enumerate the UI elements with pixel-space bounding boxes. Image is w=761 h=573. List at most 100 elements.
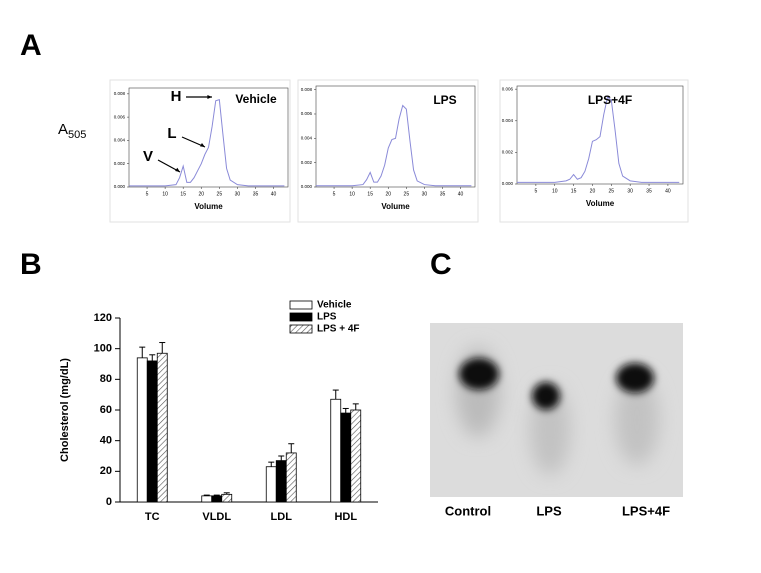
arrow-head	[175, 167, 180, 172]
x-tick-label: 10	[349, 191, 355, 197]
x-tick-label: 5	[534, 188, 537, 194]
legend-swatch	[289, 300, 313, 310]
x-tick-label: 20	[198, 191, 204, 197]
y-tick-label: 120	[94, 312, 112, 324]
bar	[330, 398, 342, 503]
x-tick-label: VLDL	[202, 511, 231, 523]
y-tick-label: 0.002	[114, 161, 126, 166]
data-line	[129, 98, 285, 187]
x-axis-label: Volume	[586, 199, 615, 208]
x-tick-label: 35	[253, 191, 259, 197]
panel-label: A	[20, 29, 42, 62]
y-tick-label: 80	[100, 373, 112, 385]
smear	[615, 375, 659, 465]
annotation: H	[171, 88, 182, 105]
legend-label: Vehicle	[317, 300, 352, 311]
bar	[285, 452, 297, 503]
x-tick-label: 30	[627, 188, 633, 194]
y-tick-label: 0.008	[114, 91, 126, 96]
bar	[350, 409, 362, 503]
x-tick-label: 25	[609, 188, 615, 194]
x-tick-label: 5	[146, 191, 149, 197]
bar	[221, 493, 233, 503]
x-tick-label: 40	[665, 188, 671, 194]
x-tick-label: 35	[646, 188, 652, 194]
band	[459, 358, 499, 390]
legend-swatch	[289, 312, 313, 322]
bar	[201, 495, 213, 503]
x-tick-label: 25	[404, 191, 410, 197]
data-line	[517, 96, 680, 183]
y-tick-label: 0.000	[114, 184, 126, 189]
chart-title: LPS+4F	[588, 93, 632, 107]
x-tick-label: 30	[422, 191, 428, 197]
panel-frame	[109, 79, 291, 223]
annotation: V	[143, 148, 153, 165]
bar	[136, 357, 148, 503]
x-tick-label: 15	[571, 188, 577, 194]
panel-label: C	[430, 248, 452, 281]
y-tick-label: 0.000	[502, 181, 514, 186]
y-axis-label: Cholesterol (mg/dL)	[59, 358, 71, 462]
x-tick-label: LDL	[271, 511, 293, 523]
band	[616, 363, 654, 393]
y-tick-label: 60	[100, 404, 112, 416]
y-tick-label: 20	[100, 465, 112, 477]
y-axis-label: A505	[58, 121, 86, 141]
y-axis-label-main: A	[58, 121, 68, 138]
x-tick-label: 10	[552, 188, 558, 194]
x-axis-label: Volume	[194, 202, 223, 211]
bar	[275, 460, 287, 503]
legend-label: LPS + 4F	[317, 324, 360, 335]
panel-frame	[297, 79, 479, 223]
lane-label: LPS+4F	[622, 503, 670, 518]
annotation: L	[167, 125, 176, 142]
y-tick-label: 0.004	[502, 118, 514, 123]
x-tick-label: TC	[145, 511, 160, 523]
legend-label: LPS	[317, 312, 337, 323]
y-tick-label: 0	[106, 496, 112, 508]
x-tick-label: 40	[271, 191, 277, 197]
arrow-head	[200, 143, 205, 147]
plot-frame	[315, 85, 476, 188]
x-tick-label: 15	[367, 191, 373, 197]
arrow-head	[207, 95, 212, 99]
x-tick-label: 20	[590, 188, 596, 194]
data-line	[316, 104, 472, 187]
y-tick-label: 0.006	[301, 111, 313, 116]
chart-title: LPS	[433, 93, 456, 107]
y-tick-label: 0.006	[114, 114, 126, 119]
x-axis-label: Volume	[381, 202, 410, 211]
panel-frame	[499, 79, 689, 223]
x-tick-label: 10	[162, 191, 168, 197]
x-tick-label: 35	[440, 191, 446, 197]
x-tick-label: HDL	[334, 511, 357, 523]
x-tick-label: 25	[217, 191, 223, 197]
panel-label: B	[20, 248, 42, 281]
plot-frame	[516, 85, 684, 185]
plot-frame	[128, 87, 289, 188]
x-tick-label: 20	[385, 191, 391, 197]
band	[532, 382, 560, 410]
y-tick-label: 0.000	[301, 184, 313, 189]
y-tick-label: 0.008	[301, 87, 313, 92]
y-tick-label: 40	[100, 435, 112, 447]
y-tick-label: 0.002	[502, 150, 514, 155]
x-tick-label: 5	[333, 191, 336, 197]
bar	[211, 495, 223, 503]
legend-swatch	[289, 324, 313, 334]
x-tick-label: 40	[458, 191, 464, 197]
y-tick-label: 0.004	[301, 136, 313, 141]
gel-image: Control LPS LPS+4F	[430, 323, 683, 518]
y-tick-label: 0.002	[301, 160, 313, 165]
y-axis-label-sub: 505	[68, 129, 86, 141]
x-tick-label: 30	[235, 191, 241, 197]
lane-label: Control	[445, 503, 491, 518]
y-tick-label: 0.006	[502, 86, 514, 91]
bar	[340, 412, 352, 503]
chart-title: Vehicle	[235, 92, 277, 106]
y-tick-label: 100	[94, 343, 112, 355]
x-tick-label: 15	[180, 191, 186, 197]
bar	[265, 466, 277, 503]
